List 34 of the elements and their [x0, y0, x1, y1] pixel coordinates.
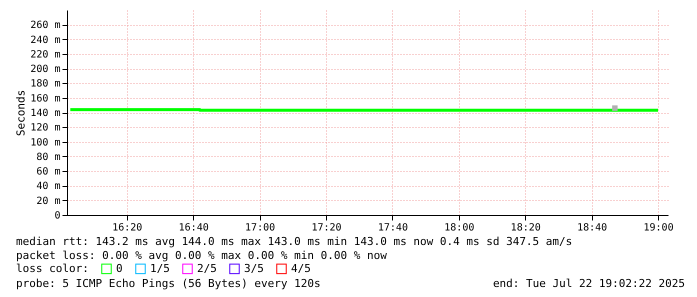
y-tick-label: 120 m	[30, 122, 60, 134]
y-tick-label: 180 m	[30, 78, 60, 90]
x-tick-label: 19:00	[643, 222, 674, 234]
y-tick-label: 40 m	[36, 181, 60, 192]
y-tick-label: 200 m	[30, 64, 60, 76]
y-tick-label: 140 m	[30, 108, 60, 119]
x-tick-label: 17:40	[378, 222, 408, 234]
legend-title: loss color:	[16, 262, 89, 275]
y-tick-label: 60 m	[36, 166, 60, 178]
text: median rtt: 143.2 ms avg 144.0 ms max 143.0 ms min 143.0 ms now 0.4 ms sd 347.5 am/s	[16, 235, 572, 248]
x-tick-label: 17:20	[311, 222, 342, 234]
y-tick-label: 220 m	[30, 49, 60, 60]
legend-label: 1/5	[150, 262, 170, 275]
y-tick-label: 80 m	[36, 152, 60, 163]
y-axis-title: Seconds	[14, 90, 28, 136]
y-tick-label: 100 m	[30, 137, 60, 148]
y-tick-label: 0	[54, 210, 60, 222]
text: probe: 5 ICMP Echo Pings (56 Bytes) every 120s	[16, 277, 321, 290]
y-tick-label: 160 m	[30, 93, 60, 104]
x-tick-label: 18:20	[510, 222, 541, 234]
x-tick-label: 16:20	[112, 222, 142, 234]
legend-label: 2/5	[197, 262, 217, 275]
x-tick-label: 18:40	[577, 222, 608, 234]
y-tick-label: 240 m	[30, 34, 60, 46]
x-tick-label: 18:00	[444, 222, 474, 234]
x-tick-label: 16:40	[178, 222, 209, 234]
y-tick-label: 260 m	[30, 20, 60, 32]
legend-label: 0	[116, 262, 123, 275]
x-tick-label: 17:00	[245, 222, 276, 234]
legend-label: 3/5	[244, 262, 264, 275]
text: end: Tue Jul 22 19:02:22 2025	[492, 277, 685, 290]
text: packet loss: 0.00 % avg 0.00 % max 0.00 % min 0.00 % now	[16, 249, 388, 262]
legend-label: 4/5	[291, 262, 311, 275]
y-tick-label: 20 m	[36, 196, 60, 207]
